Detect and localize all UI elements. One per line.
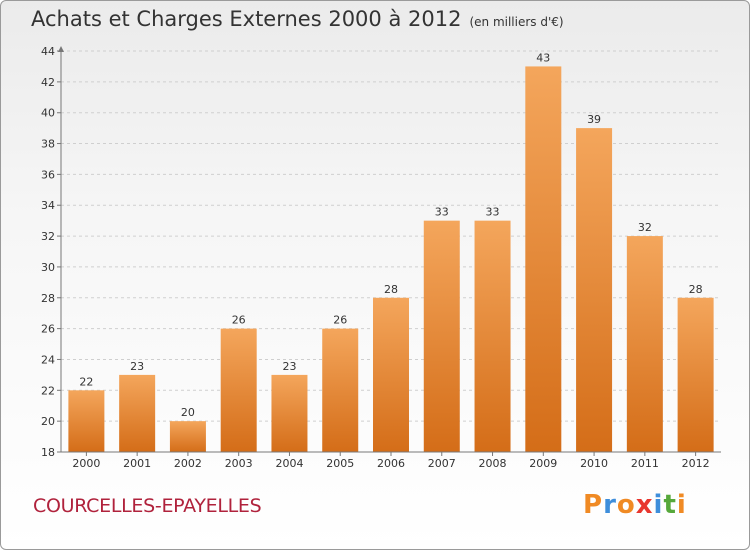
y-tick-label: 18 (41, 446, 55, 459)
y-axis-arrow (58, 46, 64, 52)
data-label: 26 (333, 314, 347, 327)
x-tick-label: 2001 (123, 457, 151, 470)
brand-letter: t (663, 490, 677, 520)
x-tick-label: 2004 (275, 457, 303, 470)
y-tick-label: 34 (41, 199, 55, 212)
y-tick-label: 22 (41, 384, 55, 397)
brand-letter: i (653, 490, 664, 520)
x-tick-label: 2005 (326, 457, 354, 470)
brand-letter: x (635, 490, 654, 520)
x-tick-label: 2010 (580, 457, 608, 470)
bar (271, 374, 308, 452)
y-tick-label: 42 (41, 76, 55, 89)
x-tick-label: 2007 (428, 457, 456, 470)
bar (119, 374, 156, 452)
data-label: 23 (130, 360, 144, 373)
brand-letter: i (676, 490, 687, 520)
y-tick-label: 38 (41, 138, 55, 151)
bar (68, 390, 105, 452)
y-tick-label: 44 (41, 45, 55, 58)
y-tick-label: 36 (41, 168, 55, 181)
y-tick-label: 30 (41, 261, 55, 274)
data-label: 33 (435, 206, 449, 219)
location-name: COURCELLES-EPAYELLES (33, 495, 262, 517)
y-tick-label: 28 (41, 292, 55, 305)
x-tick-label: 2011 (631, 457, 659, 470)
bar (576, 128, 613, 452)
data-label: 20 (181, 406, 195, 419)
title-text: Achats et Charges Externes 2000 à 2012 (31, 7, 462, 31)
bar (677, 297, 714, 452)
bar (220, 328, 257, 452)
y-tick-label: 26 (41, 323, 55, 336)
brand-letter: P (583, 490, 604, 520)
y-tick-label: 40 (41, 107, 55, 120)
data-label: 22 (79, 375, 93, 388)
y-tick-label: 32 (41, 230, 55, 243)
bar (373, 297, 409, 452)
data-label: 33 (486, 206, 500, 219)
bar (525, 66, 562, 452)
bar (626, 236, 663, 452)
data-label: 43 (536, 51, 550, 64)
brand-letter: r (603, 490, 617, 520)
chart-subtitle: (en milliers d'€) (469, 15, 564, 29)
bar (169, 421, 206, 452)
bar (474, 220, 511, 452)
y-tick-label: 24 (41, 353, 55, 366)
x-tick-label: 2012 (682, 457, 710, 470)
x-tick-label: 2006 (377, 457, 405, 470)
data-label: 23 (282, 360, 296, 373)
brand-letter: o (616, 490, 636, 520)
y-tick-label: 20 (41, 415, 55, 428)
x-tick-label: 2002 (174, 457, 202, 470)
data-label: 39 (587, 113, 601, 126)
bar (322, 328, 359, 452)
chart-title: Achats et Charges Externes 2000 à 2012 (e… (31, 7, 564, 31)
data-label: 28 (384, 283, 398, 296)
data-label: 26 (232, 314, 246, 327)
data-label: 28 (689, 283, 703, 296)
bar (423, 220, 460, 452)
data-label: 32 (638, 221, 652, 234)
x-tick-label: 2000 (72, 457, 100, 470)
brand-logo: Proxiti (583, 490, 687, 520)
x-tick-label: 2008 (479, 457, 507, 470)
x-tick-label: 2003 (225, 457, 253, 470)
x-tick-label: 2009 (529, 457, 557, 470)
